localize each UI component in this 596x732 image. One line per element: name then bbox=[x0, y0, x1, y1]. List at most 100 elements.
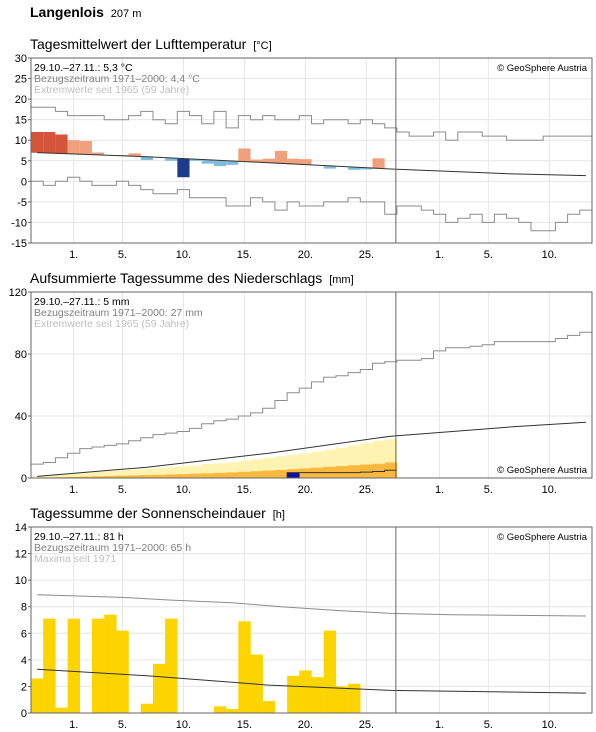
x-tick-label: 1. bbox=[435, 484, 444, 496]
y-tick-label: 12 bbox=[15, 549, 27, 561]
temp-anomaly-bar bbox=[177, 159, 189, 177]
sunshine-bar bbox=[165, 619, 177, 713]
x-tick-label: 25. bbox=[359, 249, 374, 261]
y-tick-label: 4 bbox=[21, 655, 27, 667]
sunshine-bar bbox=[153, 664, 165, 713]
x-tick-label: 10. bbox=[542, 484, 557, 496]
temp-anomaly-bar bbox=[275, 151, 287, 164]
y-tick-label: 10 bbox=[15, 575, 27, 587]
sunshine-unit: [h] bbox=[273, 509, 285, 521]
prec-lower-band bbox=[165, 474, 177, 478]
y-tick-label: 120 bbox=[9, 287, 27, 299]
extreme-max-line bbox=[31, 107, 592, 140]
temp-anomaly-bar bbox=[68, 140, 80, 154]
sunshine-bar bbox=[324, 631, 336, 713]
precipitation-unit: [mm] bbox=[329, 274, 353, 286]
y-tick-label: -5 bbox=[17, 197, 27, 209]
prec-observed-bar bbox=[348, 473, 360, 478]
sunshine-bar bbox=[55, 708, 67, 713]
y-tick-label: -10 bbox=[11, 217, 27, 229]
temp-anomaly-bar bbox=[238, 148, 250, 161]
sunshine-bar bbox=[263, 701, 275, 713]
y-tick-label: 20 bbox=[15, 94, 27, 106]
credit-label: © GeoSphere Austria bbox=[497, 532, 588, 543]
x-tick-label: 5. bbox=[118, 249, 127, 261]
y-tick-label: 14 bbox=[15, 522, 27, 534]
prec-observed-bar bbox=[372, 471, 384, 478]
prec-lower-band bbox=[263, 471, 275, 478]
sunshine-bar bbox=[141, 704, 153, 713]
prec-lower-band bbox=[202, 473, 214, 478]
prec-lower-band bbox=[177, 474, 189, 478]
y-tick-label: 15 bbox=[15, 115, 27, 127]
station-elevation: 207 m bbox=[111, 8, 142, 20]
temperature-unit: [°C] bbox=[253, 40, 271, 52]
prec-lower-band bbox=[214, 473, 226, 478]
y-tick-label: 0 bbox=[21, 176, 27, 188]
x-tick-label: 5. bbox=[484, 719, 493, 731]
prec-observed-bar bbox=[360, 472, 372, 478]
x-tick-label: 10. bbox=[176, 719, 191, 731]
sunshine-chart: 024681012141.5.10.15.20.25.1.5.10.29.10.… bbox=[0, 527, 596, 732]
maxima-line bbox=[37, 595, 586, 616]
prec-lower-band bbox=[226, 472, 238, 478]
sunshine-bar bbox=[336, 686, 348, 713]
extremes-note: Maxima seit 1971 bbox=[34, 553, 116, 565]
x-tick-label: 15. bbox=[237, 484, 252, 496]
prec-observed-bar bbox=[385, 470, 397, 478]
station-name: Langenlois bbox=[30, 4, 104, 20]
x-tick-label: 10. bbox=[176, 484, 191, 496]
sunshine-bar bbox=[312, 677, 324, 713]
sunshine-bar bbox=[116, 631, 128, 713]
sunshine-bar bbox=[287, 676, 299, 713]
prec-observed-bar bbox=[324, 473, 336, 478]
x-tick-label: 1. bbox=[69, 484, 78, 496]
precipitation-title: Aufsummierte Tagessumme des Niederschlag… bbox=[30, 270, 354, 286]
credit-label: © GeoSphere Austria bbox=[497, 63, 588, 74]
prec-lower-band bbox=[275, 470, 287, 478]
sunshine-title-text: Tagessumme der Sonnenscheindauer bbox=[30, 505, 266, 521]
temp-anomaly-bar bbox=[80, 141, 92, 155]
temp-anomaly-bar bbox=[226, 161, 238, 165]
x-tick-label: 15. bbox=[237, 719, 252, 731]
temp-anomaly-bar bbox=[141, 157, 153, 160]
y-tick-label: -15 bbox=[11, 238, 27, 250]
y-tick-label: 25 bbox=[15, 74, 27, 86]
sunshine-title: Tagessumme der Sonnenscheindauer [h] bbox=[30, 505, 285, 521]
normal-line bbox=[37, 153, 586, 176]
prec-lower-band bbox=[238, 472, 250, 478]
y-tick-label: 80 bbox=[15, 349, 27, 361]
station-header: Langenlois 207 m bbox=[30, 4, 141, 20]
x-tick-label: 5. bbox=[484, 484, 493, 496]
extreme-max-line bbox=[31, 332, 592, 464]
y-tick-label: 8 bbox=[21, 602, 27, 614]
credit-label: © GeoSphere Austria bbox=[497, 465, 588, 476]
x-tick-label: 20. bbox=[298, 719, 313, 731]
extremes-note: Extremwerte seit 1965 (59 Jahre) bbox=[34, 84, 189, 96]
temp-anomaly-bar bbox=[372, 158, 384, 168]
temperature-title-text: Tagesmittelwert der Lufttemperatur bbox=[30, 36, 246, 52]
sunshine-bar bbox=[214, 706, 226, 713]
x-tick-label: 20. bbox=[298, 249, 313, 261]
temp-anomaly-bar bbox=[202, 160, 214, 164]
x-tick-label: 1. bbox=[69, 249, 78, 261]
x-tick-label: 5. bbox=[118, 484, 127, 496]
sunshine-bar bbox=[43, 619, 55, 713]
y-tick-label: 40 bbox=[15, 411, 27, 423]
x-tick-label: 10. bbox=[176, 249, 191, 261]
x-tick-label: 1. bbox=[435, 249, 444, 261]
x-tick-label: 25. bbox=[359, 719, 374, 731]
y-tick-label: 2 bbox=[21, 681, 27, 693]
precipitation-chart: 040801201.5.10.15.20.25.1.5.10.29.10.–27… bbox=[0, 291, 596, 501]
sunshine-bar bbox=[68, 619, 80, 713]
x-tick-label: 20. bbox=[298, 484, 313, 496]
temperature-chart: -15-10-50510152025301.5.10.15.20.25.1.5.… bbox=[0, 57, 596, 267]
x-tick-label: 1. bbox=[69, 719, 78, 731]
x-tick-label: 25. bbox=[359, 484, 374, 496]
y-tick-label: 30 bbox=[15, 53, 27, 65]
y-tick-label: 10 bbox=[15, 135, 27, 147]
x-tick-label: 15. bbox=[237, 249, 252, 261]
x-tick-label: 10. bbox=[542, 719, 557, 731]
temp-anomaly-bar bbox=[43, 132, 55, 153]
y-tick-label: 0 bbox=[21, 473, 27, 485]
